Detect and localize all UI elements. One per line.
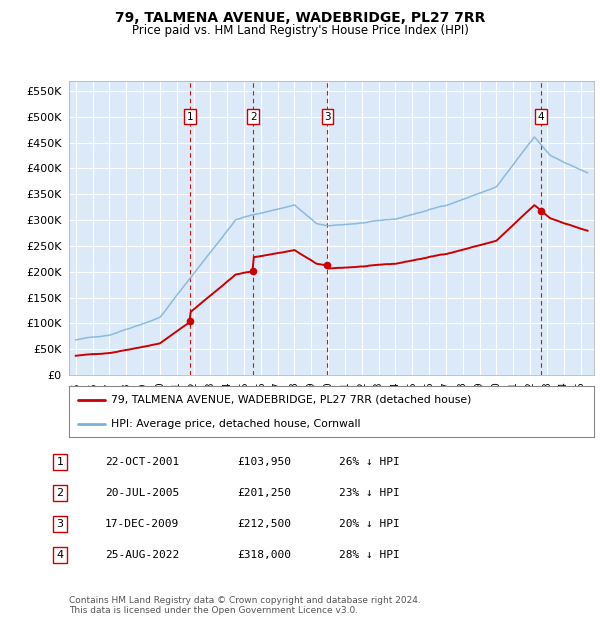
Text: 3: 3	[56, 519, 64, 529]
Text: 4: 4	[56, 550, 64, 560]
Text: HPI: Average price, detached house, Cornwall: HPI: Average price, detached house, Corn…	[111, 419, 361, 430]
Text: 20-JUL-2005: 20-JUL-2005	[105, 488, 179, 498]
Text: 20% ↓ HPI: 20% ↓ HPI	[339, 519, 400, 529]
Text: 79, TALMENA AVENUE, WADEBRIDGE, PL27 7RR (detached house): 79, TALMENA AVENUE, WADEBRIDGE, PL27 7RR…	[111, 395, 472, 405]
Text: 22-OCT-2001: 22-OCT-2001	[105, 457, 179, 467]
Text: 23% ↓ HPI: 23% ↓ HPI	[339, 488, 400, 498]
Text: 25-AUG-2022: 25-AUG-2022	[105, 550, 179, 560]
Text: 28% ↓ HPI: 28% ↓ HPI	[339, 550, 400, 560]
Text: 26% ↓ HPI: 26% ↓ HPI	[339, 457, 400, 467]
Text: £201,250: £201,250	[237, 488, 291, 498]
Text: 4: 4	[538, 112, 544, 122]
Text: Contains HM Land Registry data © Crown copyright and database right 2024.
This d: Contains HM Land Registry data © Crown c…	[69, 596, 421, 615]
Text: 2: 2	[56, 488, 64, 498]
Text: 3: 3	[324, 112, 331, 122]
Text: £318,000: £318,000	[237, 550, 291, 560]
Text: 1: 1	[187, 112, 194, 122]
Text: 79, TALMENA AVENUE, WADEBRIDGE, PL27 7RR: 79, TALMENA AVENUE, WADEBRIDGE, PL27 7RR	[115, 11, 485, 25]
Text: 17-DEC-2009: 17-DEC-2009	[105, 519, 179, 529]
Text: £103,950: £103,950	[237, 457, 291, 467]
Text: 1: 1	[56, 457, 64, 467]
Text: £212,500: £212,500	[237, 519, 291, 529]
Text: Price paid vs. HM Land Registry's House Price Index (HPI): Price paid vs. HM Land Registry's House …	[131, 24, 469, 37]
Text: 2: 2	[250, 112, 257, 122]
